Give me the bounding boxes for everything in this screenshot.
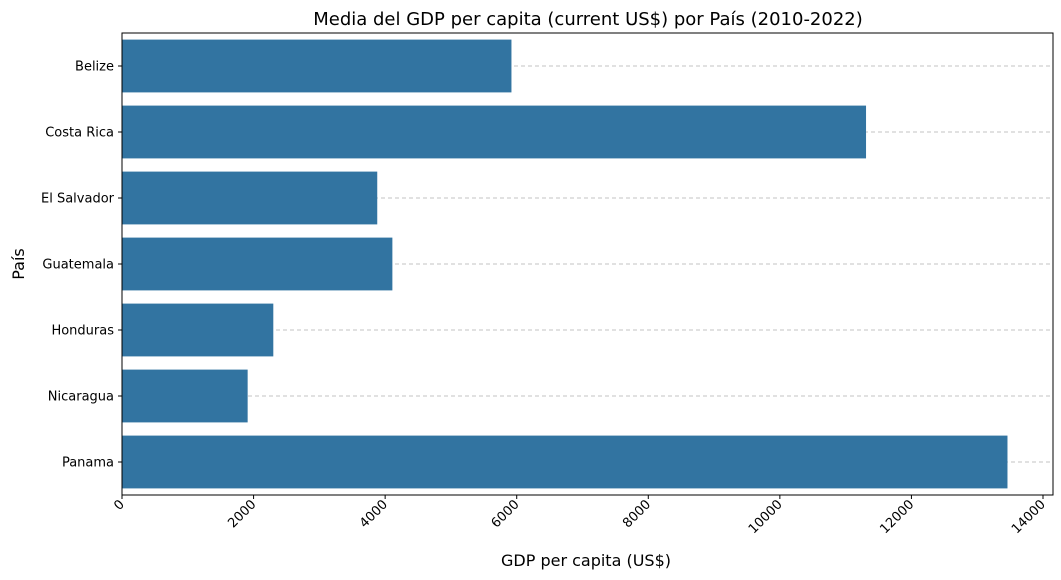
x-tick-label: 6000 [489,497,523,531]
y-tick-label: Guatemala [42,258,114,273]
chart-title: Media del GDP per capita (current US$) p… [313,9,863,30]
bar-guatemala [122,237,393,291]
bar-el-salvador [122,171,378,225]
x-tick-label: 0 [111,497,127,513]
bar-costa-rica [122,105,867,159]
y-tick-label: Costa Rica [45,126,114,141]
x-tick-label: 12000 [877,497,917,537]
bar-panama [122,435,1008,489]
x-tick-label: 14000 [1009,497,1049,537]
x-tick-label: 4000 [357,497,391,531]
y-tick-label: Belize [75,60,114,75]
x-tick-label: 8000 [620,497,654,531]
bar-nicaragua [122,369,248,423]
y-axis-label: País [9,248,28,280]
y-tick-label: Panama [62,456,114,471]
y-tick-label: Honduras [51,324,114,339]
y-axis: Belize Costa Rica El Salvador Guatemala Hond… [41,60,122,471]
y-tick-label: Nicaragua [48,390,114,405]
x-axis-label: GDP per capita (US$) [501,551,671,570]
bars [122,39,1008,489]
bar-belize [122,39,512,93]
y-tick-label: El Salvador [41,192,115,207]
bar-honduras [122,303,274,357]
x-tick-label: 10000 [746,497,786,537]
x-tick-label: 2000 [225,497,259,531]
x-axis: 0 2000 4000 6000 8000 10000 12000 14000 [111,495,1049,537]
